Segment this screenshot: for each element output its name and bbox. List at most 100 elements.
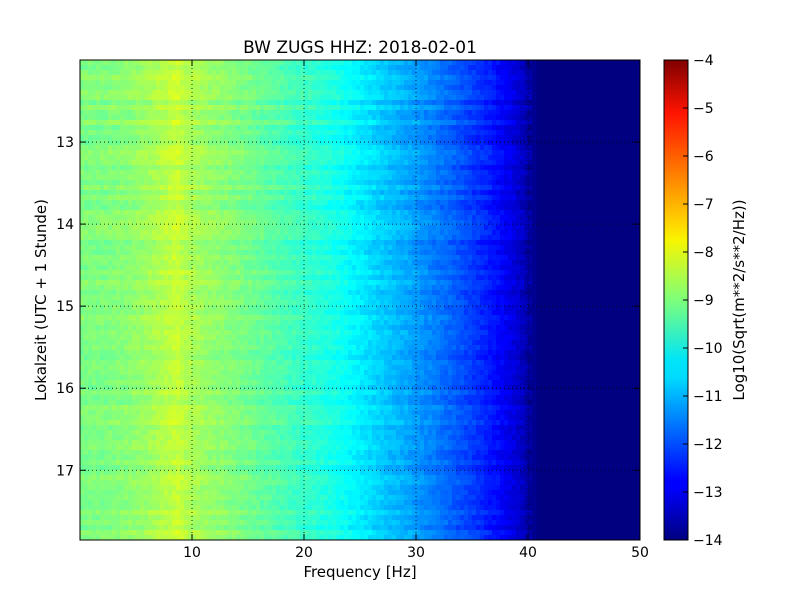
heatmap-cell <box>324 155 329 161</box>
heatmap-cell <box>420 100 425 106</box>
heatmap-cell <box>184 125 189 131</box>
heatmap-cell <box>148 165 153 171</box>
heatmap-cell <box>548 140 553 146</box>
heatmap-cell <box>584 70 589 76</box>
heatmap-cell <box>568 205 573 211</box>
heatmap-cell <box>500 135 505 141</box>
heatmap-cell <box>272 115 277 121</box>
heatmap-cell <box>208 115 213 121</box>
heatmap-cell <box>240 150 245 156</box>
heatmap-cell <box>540 160 545 166</box>
heatmap-cell <box>200 220 205 226</box>
heatmap-cell <box>420 125 425 131</box>
heatmap-cell <box>544 160 549 166</box>
heatmap-cell <box>316 90 321 96</box>
heatmap-cell <box>540 155 545 161</box>
heatmap-cell <box>416 195 421 201</box>
heatmap-cell <box>176 215 181 221</box>
heatmap-cell <box>112 145 117 151</box>
heatmap-cell <box>596 230 601 236</box>
heatmap-cell <box>508 180 513 186</box>
heatmap-cell <box>212 85 217 91</box>
heatmap-cell <box>572 215 577 221</box>
heatmap-cell <box>460 80 465 86</box>
heatmap-cell <box>176 70 181 76</box>
heatmap-cell <box>480 75 485 81</box>
heatmap-cell <box>184 165 189 171</box>
heatmap-cell <box>184 200 189 206</box>
heatmap-cell <box>532 150 537 156</box>
heatmap-cell <box>540 120 545 126</box>
heatmap-cell <box>84 155 89 161</box>
heatmap-cell <box>420 140 425 146</box>
heatmap-cell <box>416 60 421 66</box>
heatmap-cell <box>592 220 597 226</box>
heatmap-cell <box>192 160 197 166</box>
heatmap-cell <box>368 75 373 81</box>
heatmap-cell <box>92 120 97 126</box>
heatmap-cell <box>512 210 517 216</box>
heatmap-cell <box>588 140 593 146</box>
heatmap-cell <box>132 95 137 101</box>
heatmap-cell <box>600 115 605 121</box>
heatmap-cell <box>140 200 145 206</box>
heatmap-cell <box>480 225 485 231</box>
heatmap-cell <box>268 160 273 166</box>
heatmap-cell <box>244 225 249 231</box>
heatmap-cell <box>512 80 517 86</box>
heatmap-cell <box>248 70 253 76</box>
heatmap-cell <box>356 195 361 201</box>
heatmap-cell <box>88 160 93 166</box>
heatmap-cell <box>276 125 281 131</box>
heatmap-cell <box>212 110 217 116</box>
heatmap-cell <box>376 230 381 236</box>
heatmap-cell <box>156 65 161 71</box>
heatmap-cell <box>620 125 625 131</box>
heatmap-cell <box>184 225 189 231</box>
heatmap-cell <box>496 205 501 211</box>
heatmap-cell <box>472 175 477 181</box>
heatmap-cell <box>328 80 333 86</box>
heatmap-cell <box>272 75 277 81</box>
heatmap-cell <box>408 165 413 171</box>
heatmap-cell <box>148 225 153 231</box>
heatmap-cell <box>188 145 193 151</box>
heatmap-cell <box>388 210 393 216</box>
heatmap-cell <box>276 65 281 71</box>
heatmap-cell <box>384 220 389 226</box>
heatmap-cell <box>248 190 253 196</box>
heatmap-cell <box>312 100 317 106</box>
heatmap-cell <box>624 115 629 121</box>
heatmap-cell <box>620 175 625 181</box>
heatmap-cell <box>292 85 297 91</box>
heatmap-cell <box>588 210 593 216</box>
heatmap-cell <box>344 90 349 96</box>
heatmap-cell <box>228 95 233 101</box>
heatmap-cell <box>136 145 141 151</box>
heatmap-cell <box>624 170 629 176</box>
heatmap-cell <box>180 185 185 191</box>
heatmap-cell <box>428 210 433 216</box>
heatmap-cell <box>548 190 553 196</box>
heatmap-cell <box>592 205 597 211</box>
heatmap-cell <box>284 160 289 166</box>
heatmap-cell <box>504 145 509 151</box>
heatmap-cell <box>444 70 449 76</box>
heatmap-cell <box>500 80 505 86</box>
heatmap-cell <box>352 165 357 171</box>
heatmap-cell <box>604 65 609 71</box>
heatmap-cell <box>488 220 493 226</box>
heatmap-cell <box>480 175 485 181</box>
heatmap-cell <box>192 95 197 101</box>
heatmap-cell <box>608 70 613 76</box>
heatmap-cell <box>560 195 565 201</box>
heatmap-cell <box>312 80 317 86</box>
heatmap-cell <box>204 135 209 141</box>
heatmap-cell <box>216 225 221 231</box>
heatmap-cell <box>428 115 433 121</box>
heatmap-cell <box>300 195 305 201</box>
heatmap-cell <box>92 90 97 96</box>
heatmap-cell <box>232 140 237 146</box>
heatmap-cell <box>568 150 573 156</box>
heatmap-cell <box>336 150 341 156</box>
